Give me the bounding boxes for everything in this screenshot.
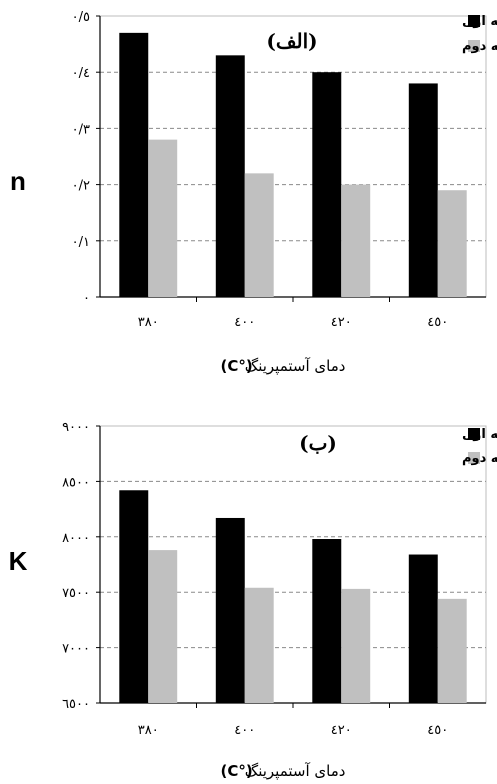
x-axis-label: دمای آستمپرینگ(°C)	[221, 762, 346, 781]
legend-label: مرحله اول	[462, 427, 497, 442]
bar-series1	[119, 32, 149, 298]
y-tick-label: ۰/۲	[72, 179, 90, 194]
y-tick-label: ۸٥۰۰	[62, 475, 90, 490]
bar-series2	[244, 587, 274, 703]
bar-series1	[408, 83, 438, 297]
chart-panel-b: ٦٥۰۰ ۷۰۰۰ ۷٥۰۰ ۸۰۰۰ ۸٥۰۰ ۹۰۰۰ ۳۸۰ ٤۰۰ ٤۲۰ ٤٥۰ K دما…	[9, 420, 497, 781]
y-tick-label: ٦٥۰۰	[62, 697, 90, 712]
x-tick-label: ٤۰۰	[234, 315, 255, 330]
bar-series1	[408, 554, 438, 703]
legend-swatch	[468, 428, 480, 440]
bar-series2	[244, 173, 274, 297]
y-tick-label: ۸۰۰۰	[62, 531, 90, 546]
y-tick-label: ۷٥۰۰	[62, 586, 90, 601]
y-tick-label: ۹۰۰۰	[62, 420, 90, 435]
bar-series2	[341, 588, 371, 703]
legend-swatch	[468, 15, 480, 27]
bar-series2	[148, 139, 178, 297]
legend-label: مرحله دوم	[462, 39, 497, 54]
x-tick-label: ٤٥۰	[427, 723, 448, 738]
bar-series2	[148, 550, 178, 703]
bar-series1	[312, 72, 342, 297]
x-axis-label-text: دمای آستمپرینگ	[245, 762, 346, 781]
y-tick-label: ۰/۱	[72, 235, 90, 250]
x-tick-label: ٤۰۰	[234, 723, 255, 738]
bar-series1	[215, 517, 245, 703]
legend-swatch	[468, 40, 480, 52]
bar-series2	[437, 598, 467, 703]
x-tick-label: ۳۸۰	[138, 723, 159, 738]
panel-label: (ب)	[299, 431, 337, 455]
panel-label: (الف)	[266, 29, 317, 53]
legend-swatch	[468, 452, 480, 464]
legend-label: مرحله اول	[462, 14, 497, 29]
x-axis-label-unit: (°C)	[221, 357, 253, 375]
x-tick-label: ٤۲۰	[331, 315, 352, 330]
x-axis-label-text: دمای آستمپرینگ	[245, 357, 346, 376]
x-axis-label-unit: (°C)	[221, 762, 253, 780]
y-tick-label: ۷۰۰۰	[62, 642, 90, 657]
bar-series1	[119, 490, 149, 703]
bar-series1	[215, 55, 245, 298]
y-axis-label: n	[10, 166, 26, 196]
bar-series2	[341, 184, 371, 297]
bar-series2	[437, 190, 467, 297]
bar-series1	[312, 539, 342, 703]
x-axis-label: دمای آستمپرینگ(°C)	[221, 357, 346, 376]
chart-panel-a: ۰ ۰/۱ ۰/۲ ۰/۳ ۰/٤ ۰/٥ ۳۸۰ ٤۰۰ ٤۲۰ ٤٥۰ n دمای آستمپر…	[10, 10, 497, 376]
y-tick-label: ۰/٥	[72, 10, 90, 25]
x-tick-label: ۳۸۰	[138, 315, 159, 330]
y-tick-label: ۰	[83, 291, 90, 306]
y-tick-label: ۰/۳	[72, 122, 90, 137]
y-axis-label: K	[9, 546, 28, 576]
x-tick-label: ٤٥۰	[427, 315, 448, 330]
legend-label: مرحله دوم	[462, 451, 497, 466]
x-tick-label: ٤۲۰	[331, 723, 352, 738]
y-tick-label: ۰/٤	[72, 66, 90, 81]
